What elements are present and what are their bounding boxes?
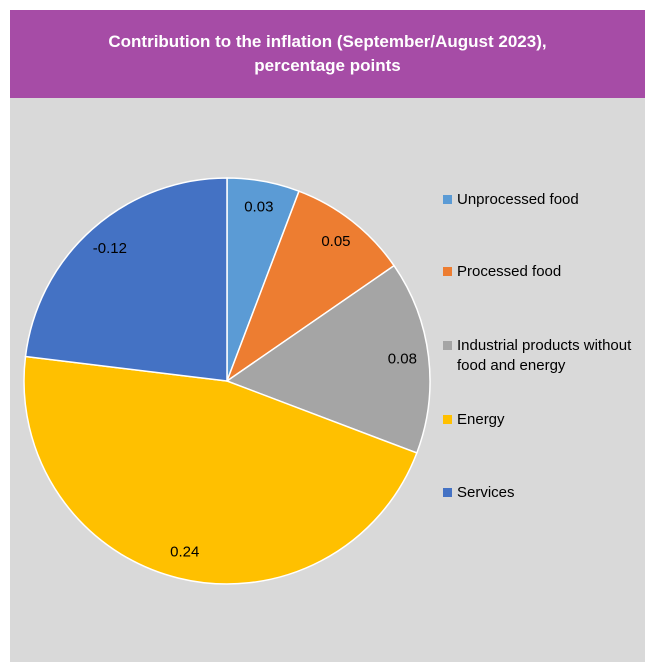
data-label: 0.08: [388, 351, 417, 368]
legend-swatch: [443, 267, 452, 276]
legend-item: Services: [443, 483, 642, 503]
legend-item: Industrial products without food and ene…: [443, 336, 642, 376]
legend-item: Processed food: [443, 262, 642, 282]
legend-item: Unprocessed food: [443, 190, 642, 210]
legend-item: Energy: [443, 410, 642, 430]
legend-swatch: [443, 341, 452, 350]
legend-swatch: [443, 195, 452, 204]
data-label: 0.24: [170, 543, 199, 560]
legend-label: Unprocessed food: [457, 191, 579, 208]
title-band: Contribution to the inflation (September…: [10, 10, 645, 98]
pie-slice: [225, 190, 396, 383]
pie-slice: [225, 264, 431, 454]
pie-slice: [23, 355, 418, 585]
data-label: 0.05: [321, 233, 350, 250]
legend-label: Industrial products without food and ene…: [457, 337, 632, 374]
legend-swatch: [443, 415, 452, 424]
pie-slice: [24, 177, 228, 382]
legend-label: Energy: [457, 411, 505, 428]
legend-label: Services: [457, 484, 515, 501]
data-label: 0.03: [244, 198, 273, 215]
data-label: -0.12: [93, 240, 127, 257]
chart-title: Contribution to the inflation (September…: [108, 32, 547, 75]
legend-label: Processed food: [457, 263, 562, 280]
legend-swatch: [443, 488, 452, 497]
